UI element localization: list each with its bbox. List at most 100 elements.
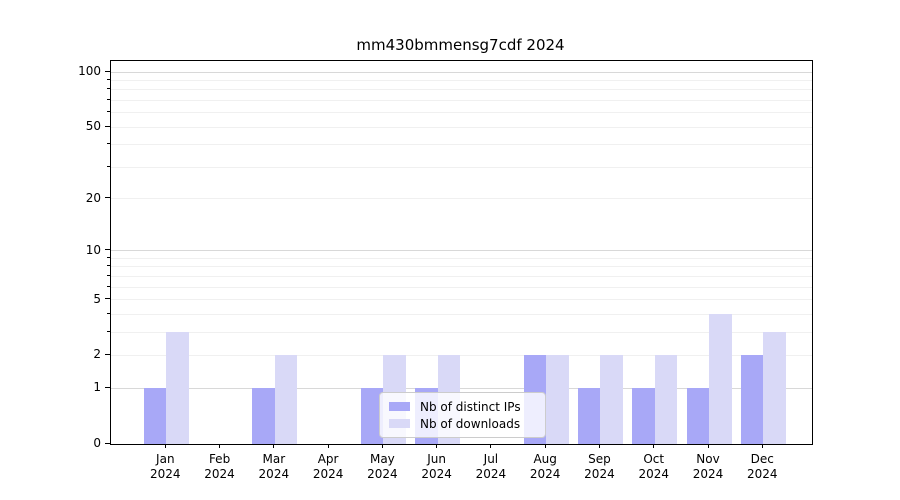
x-tick-mark [761,444,763,448]
y-tick-label: 50 [85,119,101,134]
x-tick-label-year: 2024 [638,467,669,481]
gridline-minor [111,299,812,301]
x-tick-label: May 2024 [347,452,417,482]
x-tick-mark [707,444,709,448]
gridline-minor [111,331,812,333]
legend: Nb of distinct IPs Nb of downloads [379,392,546,438]
y-minor-tick-mark [107,165,110,167]
x-tick-label-year: 2024 [475,467,507,481]
gridline-minor [111,198,812,200]
gridline-minor [111,257,812,259]
x-tick-label: Apr 2024 [293,452,363,482]
x-tick-label-year: 2024 [258,467,290,481]
y-minor-tick-mark [107,79,110,81]
y-minor-tick-mark [107,99,110,101]
x-tick-mark [436,444,438,448]
x-tick-label-month: Oct [643,452,665,466]
plot-area: Nb of distinct IPs Nb of downloads [110,60,813,445]
bar-distinct-ips [577,388,601,444]
bar-distinct-ips [632,388,655,444]
x-tick-label-year: 2024 [746,467,778,481]
x-tick-mark [653,444,655,448]
bar-distinct-ips [143,388,167,444]
gridline-major [111,387,812,389]
x-tick-label-year: 2024 [529,467,561,481]
bar-distinct-ips [740,355,764,444]
y-minor-tick-mark [107,265,110,267]
x-tick-label: Aug 2024 [510,452,580,482]
y-minor-tick-mark [107,330,110,332]
gridline-major [111,71,812,73]
gridline-minor [111,354,812,356]
y-minor-tick-mark [107,88,110,90]
gridline-minor [111,89,812,91]
gridline-minor [111,275,812,277]
x-tick-label-year: 2024 [312,467,344,481]
gridline-minor [111,166,812,168]
y-minor-tick-mark [107,285,110,287]
y-tick-label: 100 [78,64,101,79]
x-tick-label-year: 2024 [367,467,398,481]
legend-swatch [389,402,410,411]
y-tick-label: 0 [93,436,101,450]
x-tick-label-month: Jan [156,452,175,466]
bar-distinct-ips [252,388,275,444]
x-tick-label-month: Apr [317,452,339,466]
x-tick-label: Dec 2024 [727,452,797,482]
y-tick-mark [105,70,110,72]
x-tick-mark [273,444,275,448]
x-tick-label: Oct 2024 [619,452,689,482]
x-tick-mark [544,444,546,448]
y-tick-label: 20 [85,190,101,205]
legend-swatch [389,419,410,428]
y-tick-mark [105,125,110,127]
y-tick-mark [105,197,110,199]
x-tick-label-month: Mar [262,452,286,466]
x-tick-label-month: Jun [427,452,447,466]
bar-distinct-ips [686,388,709,444]
x-tick-label-month: Nov [696,452,720,466]
x-tick-label-year: 2024 [692,467,724,481]
x-tick-label: Feb 2024 [185,452,255,482]
x-tick-mark [327,444,329,448]
y-minor-tick-mark [107,274,110,276]
x-tick-label-year: 2024 [421,467,452,481]
bar-downloads [274,355,298,444]
gridline-minor [111,126,812,128]
x-tick-label-month: Dec [750,452,774,466]
x-tick-label-month: Aug [533,452,557,466]
legend-label: Nb of downloads [420,416,521,431]
y-tick-label: 5 [93,291,101,306]
y-tick-label: 1 [93,380,101,395]
gridline-minor [111,80,812,82]
bar-downloads [763,332,786,444]
gridline-major [111,250,812,252]
x-tick-mark [219,444,221,448]
x-tick-label-year: 2024 [150,467,181,481]
bar-downloads [600,355,623,444]
y-minor-tick-mark [107,256,110,258]
y-tick-label: 2 [93,347,101,362]
x-tick-label: Jun 2024 [402,452,472,482]
y-tick-mark [105,249,110,251]
x-tick-label: Jul 2024 [456,452,526,482]
legend-item-distinct-ips: Nb of distinct IPs [387,398,537,415]
bar-downloads [654,355,678,444]
x-tick-label: Mar 2024 [239,452,309,482]
x-tick-label: Jan 2024 [130,452,200,482]
y-tick-label: 10 [85,242,101,257]
x-tick-label-month: Sep [588,452,611,466]
gridline-minor [111,313,812,315]
y-tick-mark [105,442,110,444]
gridline-minor [111,100,812,102]
y-minor-tick-mark [107,111,110,113]
x-tick-mark [381,444,383,448]
y-tick-mark [105,298,110,300]
x-tick-label: Nov 2024 [673,452,743,482]
chart-title: mm430bmmensg7cdf 2024 [356,36,565,54]
x-tick-label-month: Jul [483,452,499,466]
gridline-minor [111,286,812,288]
x-tick-mark [598,444,600,448]
bar-downloads [546,355,569,444]
